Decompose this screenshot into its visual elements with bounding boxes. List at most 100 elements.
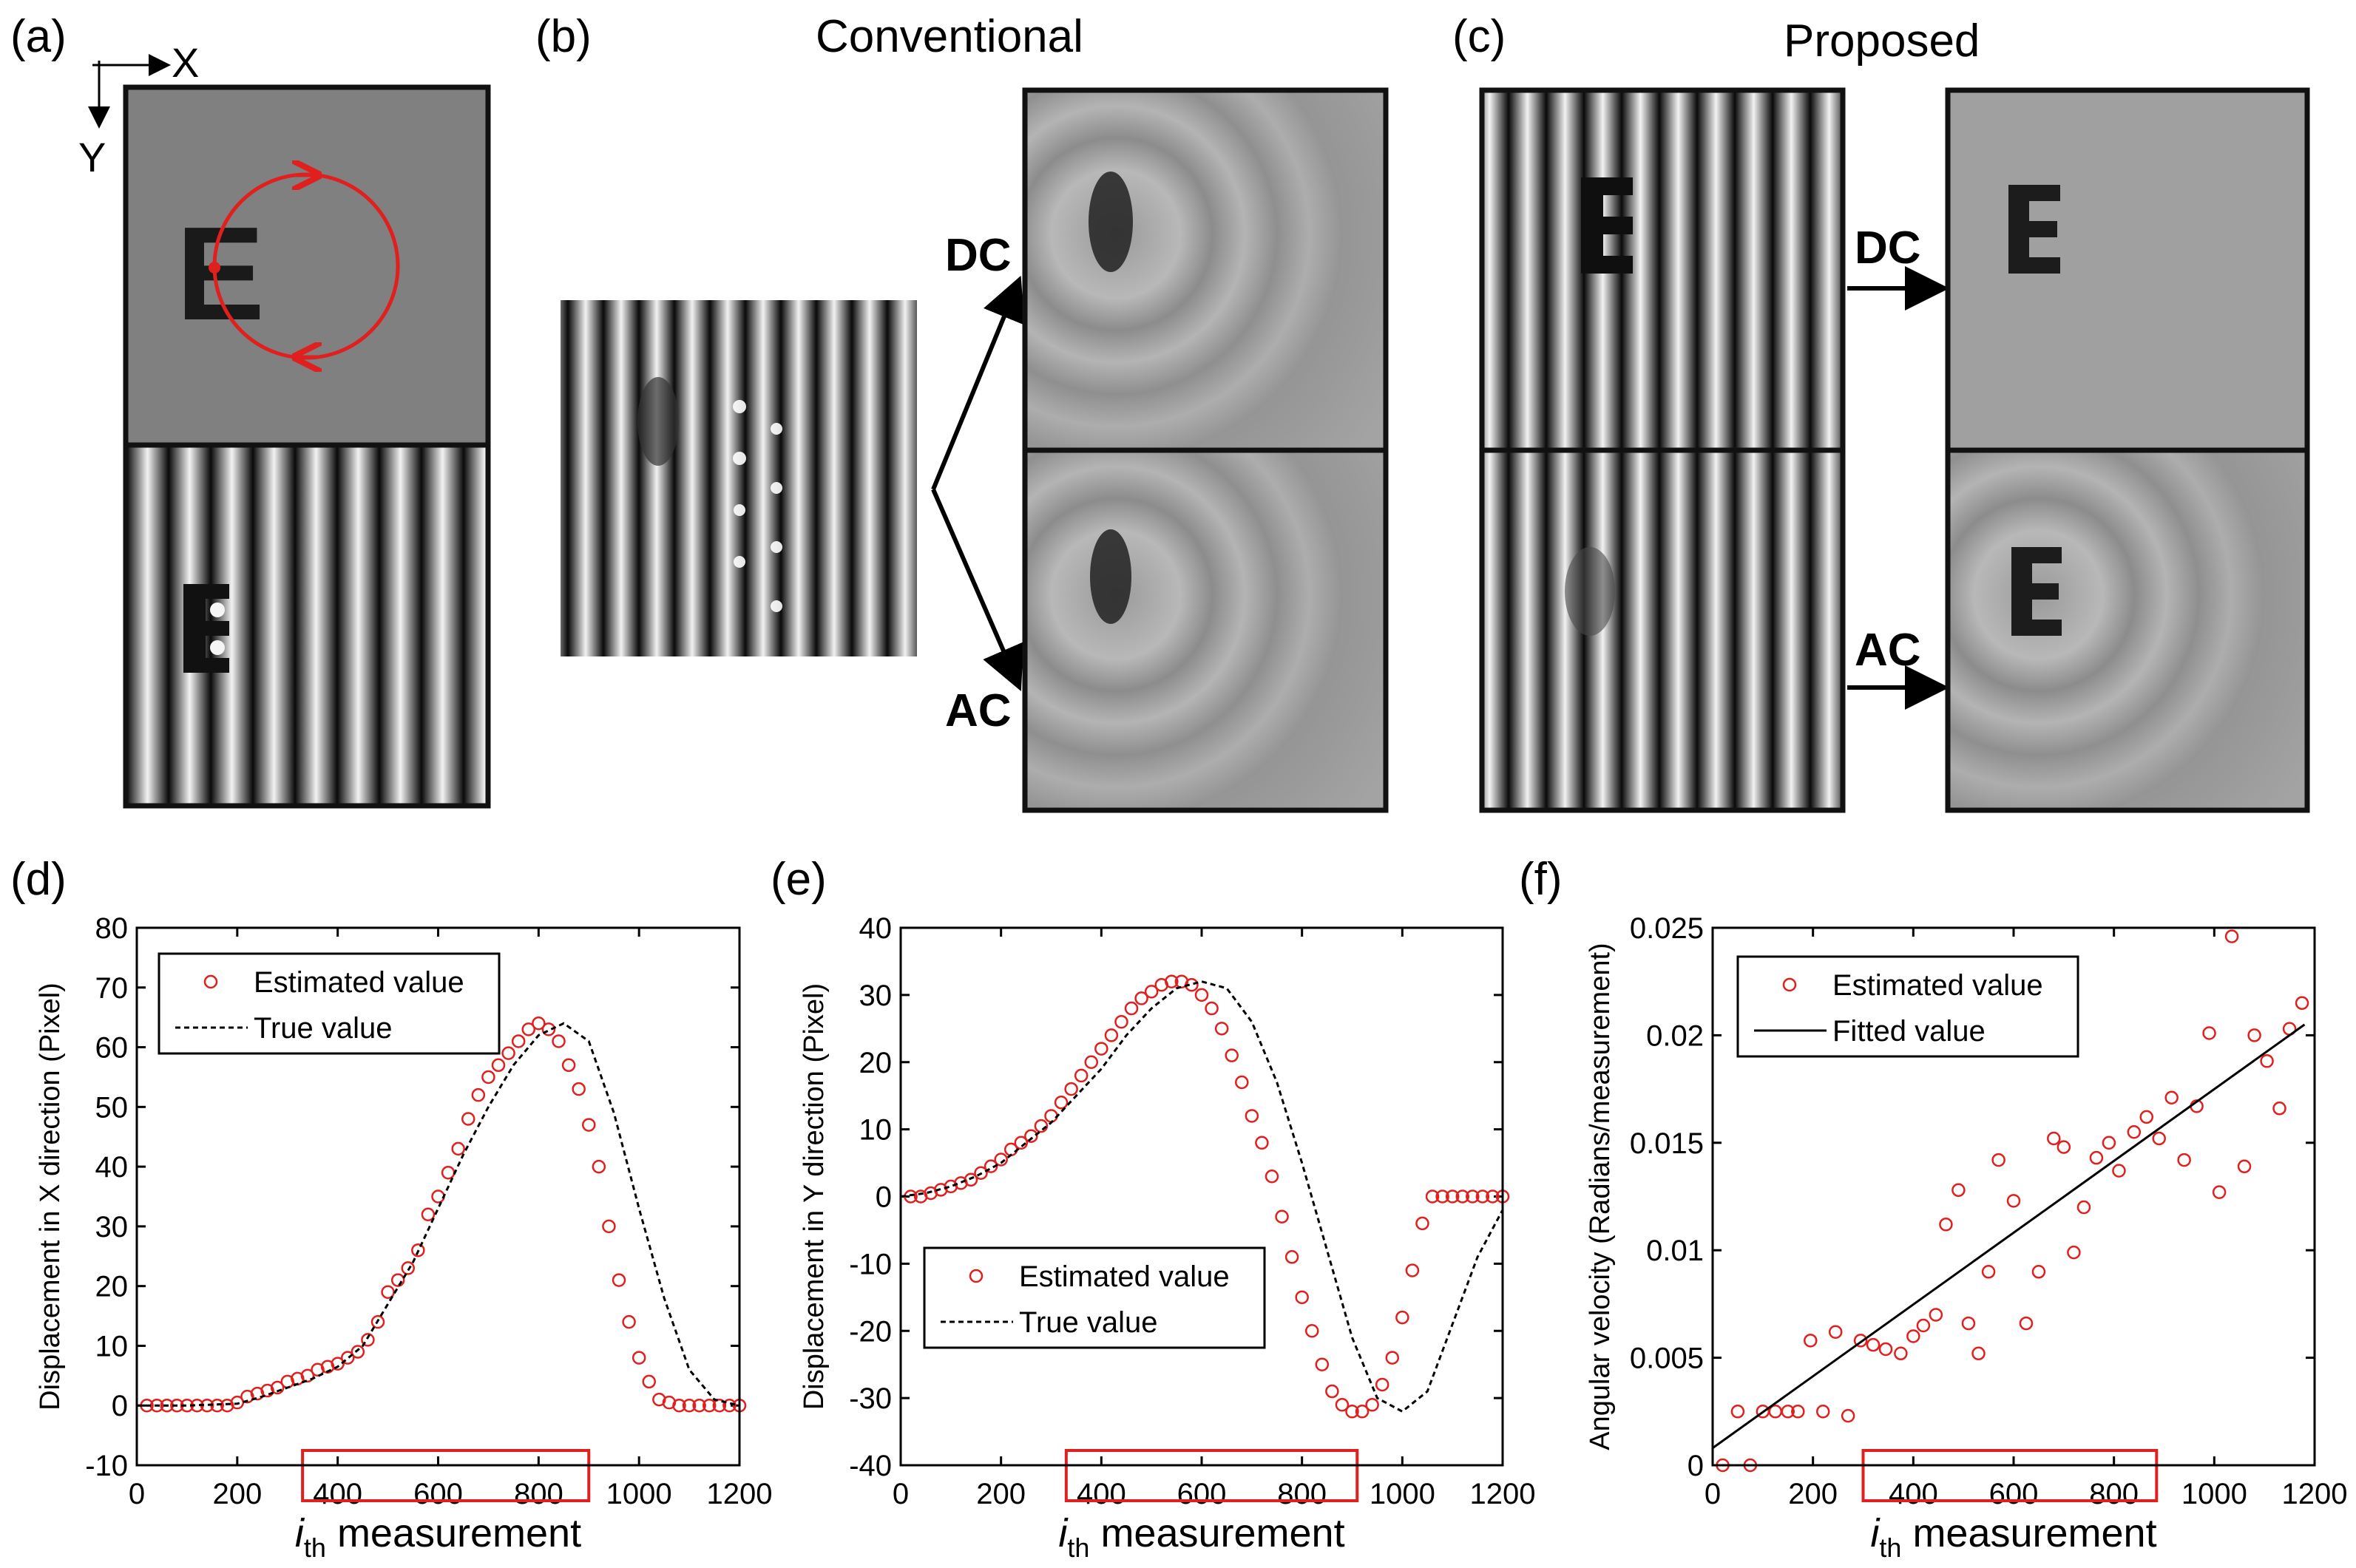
data-point xyxy=(2139,1110,2154,1124)
data-point xyxy=(1104,1028,1119,1042)
dc-label: DC xyxy=(945,230,1012,281)
plot-frame xyxy=(135,926,741,1467)
data-point xyxy=(1194,988,1209,1002)
data-point xyxy=(642,1374,656,1389)
data-point xyxy=(2224,929,2239,943)
data-point xyxy=(974,1166,988,1180)
object-image xyxy=(127,89,487,444)
y-tick-label: -30 xyxy=(849,1382,892,1415)
chart-d: 0 200 400 600 800 1000 1200-100102030405060708… xyxy=(35,912,772,1563)
y-tick-label: 0 xyxy=(1688,1450,1704,1482)
fitted-value-line xyxy=(1712,1023,2306,1449)
x-tick-label: 200 xyxy=(976,1478,1026,1510)
data-point xyxy=(1804,1334,1818,1348)
data-point xyxy=(491,1058,506,1073)
data-point xyxy=(1044,1109,1058,1123)
x-axis-label-rest: measurement xyxy=(1901,1511,2156,1555)
data-point xyxy=(1284,1250,1299,1264)
data-point xyxy=(2076,1200,2091,1215)
data-point xyxy=(1425,1189,1440,1204)
y-tick-label: 0.01 xyxy=(1646,1235,1704,1267)
y-tick-label: 20 xyxy=(95,1271,129,1303)
panel-c-title: Proposed xyxy=(1784,16,1980,67)
data-point xyxy=(1054,1096,1069,1110)
data-point xyxy=(1365,1397,1379,1412)
panel-d-label: (d) xyxy=(10,854,67,905)
data-point xyxy=(1084,1055,1099,1069)
ac-object-blur xyxy=(1090,529,1131,624)
data-point xyxy=(501,1046,515,1060)
data-point xyxy=(582,1118,596,1132)
data-point xyxy=(541,1022,556,1036)
hologram-object xyxy=(183,584,229,673)
data-point xyxy=(2057,1140,2071,1154)
data-point xyxy=(2031,1265,2046,1279)
data-point xyxy=(572,1082,586,1096)
y-tick-label: -10 xyxy=(85,1450,128,1482)
y-tick-label: 0.005 xyxy=(1630,1343,1704,1375)
data-point xyxy=(341,1351,355,1365)
hologram-object-blur xyxy=(637,377,679,466)
highlight-range-box xyxy=(1064,1449,1359,1502)
y-tick-label: 10 xyxy=(859,1114,893,1147)
y-axis-label: Displacement in X direction (Pixel) xyxy=(35,982,66,1411)
x-tick-label: 600 xyxy=(413,1478,463,1510)
legend-box xyxy=(158,952,501,1055)
data-point xyxy=(521,1022,535,1036)
highlight-range-box xyxy=(301,1449,591,1502)
y-tick-label: -20 xyxy=(849,1315,892,1348)
data-point xyxy=(2202,1026,2216,1040)
proposed-ac-reconstruction xyxy=(1949,452,2306,809)
data-point xyxy=(722,1398,737,1413)
panel-f-label: (f) xyxy=(1519,854,1563,905)
arrow-to-dc xyxy=(931,275,1025,491)
data-point xyxy=(1791,1405,1805,1419)
data-point xyxy=(270,1380,285,1395)
data-point xyxy=(1295,1290,1309,1305)
ac-label: AC xyxy=(945,685,1012,736)
dc-object-blur xyxy=(1089,172,1133,272)
data-point xyxy=(1841,1408,1855,1423)
data-point xyxy=(1435,1189,1449,1204)
arrow-to-ac xyxy=(931,488,1024,692)
data-point xyxy=(441,1165,456,1180)
data-point xyxy=(2164,1090,2179,1104)
data-point xyxy=(1144,985,1159,999)
legend-box xyxy=(1736,955,2079,1058)
data-point xyxy=(1971,1346,1986,1361)
data-point xyxy=(561,1058,576,1073)
y-tick-label: 0.015 xyxy=(1630,1127,1704,1160)
y-tick-label: 0 xyxy=(876,1181,892,1214)
x-tick-label: 1200 xyxy=(707,1478,773,1510)
y-axis-label: Displacement in Y direction (Pixel) xyxy=(799,983,830,1410)
x-axis-label-sub: th xyxy=(1067,1533,1089,1563)
true-value-line xyxy=(137,1022,740,1407)
data-point xyxy=(2212,1185,2227,1199)
data-point xyxy=(331,1357,345,1371)
data-point xyxy=(481,1070,495,1085)
proposed-hologram-object-dc xyxy=(1581,177,1633,274)
proposed-hologram-object-ac xyxy=(1565,547,1615,636)
data-point xyxy=(1866,1337,1881,1352)
data-point xyxy=(2260,1054,2274,1068)
y-tick-label: 60 xyxy=(95,1032,129,1065)
proposed-hologram-ac xyxy=(1483,452,1841,809)
data-point xyxy=(1094,1042,1108,1056)
data-point xyxy=(712,1398,727,1413)
data-point xyxy=(622,1314,636,1329)
legend-label-true: True value xyxy=(1019,1306,1158,1339)
data-point xyxy=(2237,1159,2252,1174)
data-point xyxy=(602,1219,616,1234)
data-point xyxy=(451,1141,465,1156)
proposed-ac-object xyxy=(2011,547,2062,636)
x-axis-label: ith measurement xyxy=(1058,1511,1344,1563)
data-point xyxy=(421,1207,436,1221)
x-axis-label: ith measurement xyxy=(295,1511,581,1563)
x-tick-label: 0 xyxy=(129,1478,145,1510)
conventional-hologram xyxy=(561,300,917,656)
data-point xyxy=(361,1333,375,1347)
data-point xyxy=(1235,1075,1249,1090)
data-point xyxy=(2152,1131,2166,1146)
data-point xyxy=(1991,1153,2005,1167)
y-tick-label: 0.02 xyxy=(1646,1019,1704,1052)
